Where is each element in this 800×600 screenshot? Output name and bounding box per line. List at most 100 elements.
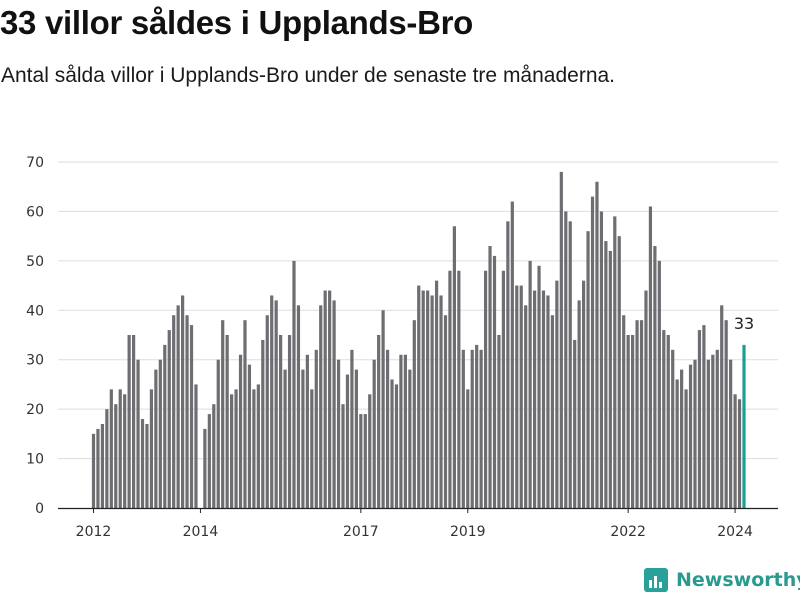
bar — [434, 280, 439, 508]
bar — [363, 414, 367, 508]
bar — [301, 369, 305, 508]
y-tick-label: 60 — [26, 204, 44, 220]
newsworthy-logo[interactable]: Newsworthy — [644, 568, 800, 592]
annotations: 33 — [734, 314, 754, 333]
bar — [528, 260, 532, 508]
bar — [519, 285, 523, 508]
bar — [109, 389, 113, 508]
bar — [314, 349, 318, 508]
bar — [688, 364, 693, 508]
bar — [501, 270, 506, 508]
bar — [354, 369, 358, 508]
bar — [238, 354, 243, 508]
bar — [426, 290, 430, 508]
bar — [524, 305, 528, 508]
bar — [680, 369, 684, 508]
bar — [270, 295, 274, 508]
bar — [185, 315, 189, 508]
bar — [457, 270, 461, 508]
bar — [470, 349, 474, 508]
bar — [145, 423, 149, 508]
bar — [296, 305, 301, 508]
bar — [394, 384, 399, 508]
bar — [684, 389, 688, 508]
bar — [488, 246, 492, 508]
bar — [466, 389, 470, 508]
x-tick-label: 2012 — [76, 524, 112, 540]
bar — [381, 310, 385, 508]
y-tick-label: 10 — [26, 452, 44, 468]
bar — [532, 290, 537, 508]
bar — [604, 241, 608, 508]
y-tick-label: 20 — [26, 402, 44, 418]
bar — [733, 394, 737, 508]
bar — [483, 270, 488, 508]
bar — [711, 354, 715, 508]
bar — [163, 344, 167, 508]
bar — [671, 349, 675, 508]
bar — [537, 265, 541, 508]
bar — [114, 404, 118, 508]
bar — [550, 315, 555, 508]
bar — [328, 290, 332, 508]
bar — [595, 181, 599, 508]
bar — [158, 359, 162, 508]
bar — [194, 384, 198, 508]
bar — [648, 206, 653, 509]
bar — [390, 379, 394, 508]
bar — [332, 300, 336, 508]
bar — [720, 305, 724, 508]
highlight-bar — [742, 344, 746, 508]
bar — [737, 399, 742, 508]
bar — [617, 236, 621, 508]
bar — [243, 320, 247, 508]
bar — [439, 295, 443, 508]
bar — [657, 260, 661, 508]
bar — [252, 389, 256, 508]
brand-name: Newsworthy — [676, 569, 800, 591]
bar — [506, 221, 510, 508]
bar — [149, 389, 154, 508]
y-axis-labels: 0 10 20 30 40 50 60 70 — [26, 155, 44, 517]
bar — [515, 285, 519, 508]
bar — [385, 349, 390, 508]
bar — [729, 359, 733, 508]
bar — [546, 295, 550, 508]
bar — [662, 330, 666, 508]
bar — [118, 389, 122, 508]
bar — [639, 320, 644, 508]
bars — [91, 171, 746, 509]
bar — [568, 221, 572, 508]
bar — [510, 201, 514, 509]
bar — [555, 280, 559, 508]
bar — [283, 369, 287, 508]
bar — [430, 295, 434, 508]
bar — [586, 231, 590, 508]
bar — [675, 379, 679, 508]
bar — [622, 315, 626, 508]
bar — [644, 290, 648, 508]
bar — [421, 290, 425, 508]
chart-title: 33 villor såldes i Upplands-Bro — [0, 4, 474, 41]
bar — [702, 325, 706, 508]
bar — [590, 196, 595, 508]
bar — [279, 335, 283, 508]
bar — [497, 335, 501, 508]
bar — [230, 394, 234, 508]
x-tick-label: 2022 — [610, 524, 646, 540]
bar — [666, 335, 670, 508]
bar — [256, 384, 260, 508]
newsworthy-logo-icon — [644, 568, 668, 592]
bar — [613, 216, 617, 508]
bar — [189, 325, 194, 508]
chart-subtitle: Antal sålda villor i Upplands-Bro under … — [1, 64, 616, 87]
bar — [631, 335, 635, 508]
bar — [706, 359, 710, 508]
bar — [715, 349, 719, 508]
bar — [461, 349, 465, 508]
bar — [181, 295, 185, 508]
bar — [599, 211, 604, 508]
bar — [319, 305, 323, 508]
bar — [359, 414, 363, 508]
bar — [265, 315, 269, 508]
